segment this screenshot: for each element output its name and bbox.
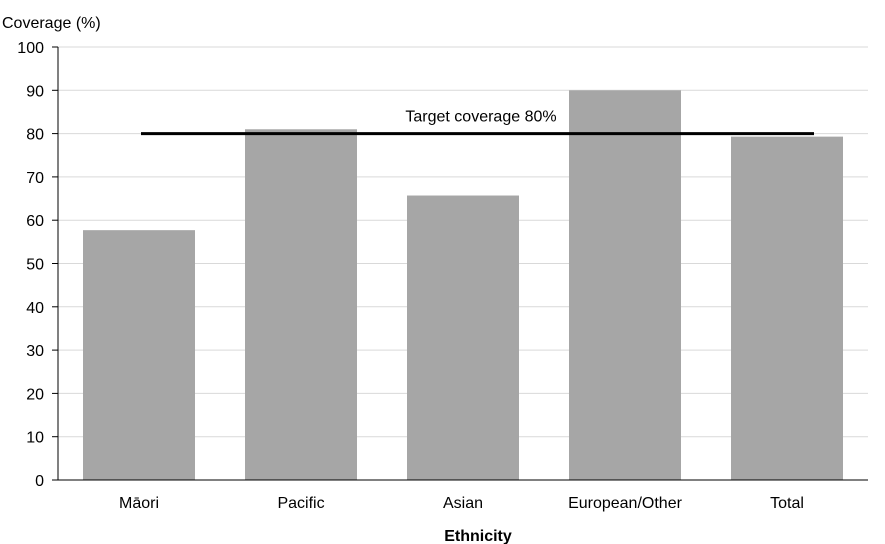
bar	[569, 90, 681, 481]
y-tick-label: 10	[26, 430, 44, 447]
x-tick-labels: Māori Pacific Asian European/Other Total	[119, 495, 804, 512]
x-axis-title: Ethnicity	[444, 528, 512, 544]
bar	[245, 129, 357, 480]
x-tick-label: Pacific	[277, 495, 324, 512]
target-label: Target coverage 80%	[405, 109, 556, 126]
y-tick-label: 70	[26, 170, 44, 187]
y-tick-label: 30	[26, 343, 44, 360]
x-tick-label: European/Other	[568, 495, 683, 512]
y-tick-label: 60	[26, 213, 44, 230]
y-tick-label: 100	[17, 40, 44, 57]
bars	[83, 90, 843, 481]
y-tick-label: 80	[26, 127, 44, 144]
x-tick-label: Māori	[119, 495, 159, 512]
axes	[52, 46, 868, 481]
bar	[731, 136, 843, 481]
x-tick-label: Total	[770, 495, 804, 512]
y-tick-label: 40	[26, 300, 44, 317]
y-tick-labels: 0 10 20 30 40 50 60 70 80 90 100	[17, 40, 44, 490]
y-tick-label: 20	[26, 386, 44, 403]
y-tick-label: 0	[35, 473, 44, 490]
target-line-group: Target coverage 80%	[141, 109, 814, 136]
y-tick-label: 90	[26, 83, 44, 100]
y-axis-title: Coverage (%)	[2, 15, 101, 32]
y-tick-label: 50	[26, 257, 44, 274]
x-tick-label: Asian	[443, 495, 483, 512]
bar	[407, 195, 519, 481]
bar	[83, 230, 195, 480]
